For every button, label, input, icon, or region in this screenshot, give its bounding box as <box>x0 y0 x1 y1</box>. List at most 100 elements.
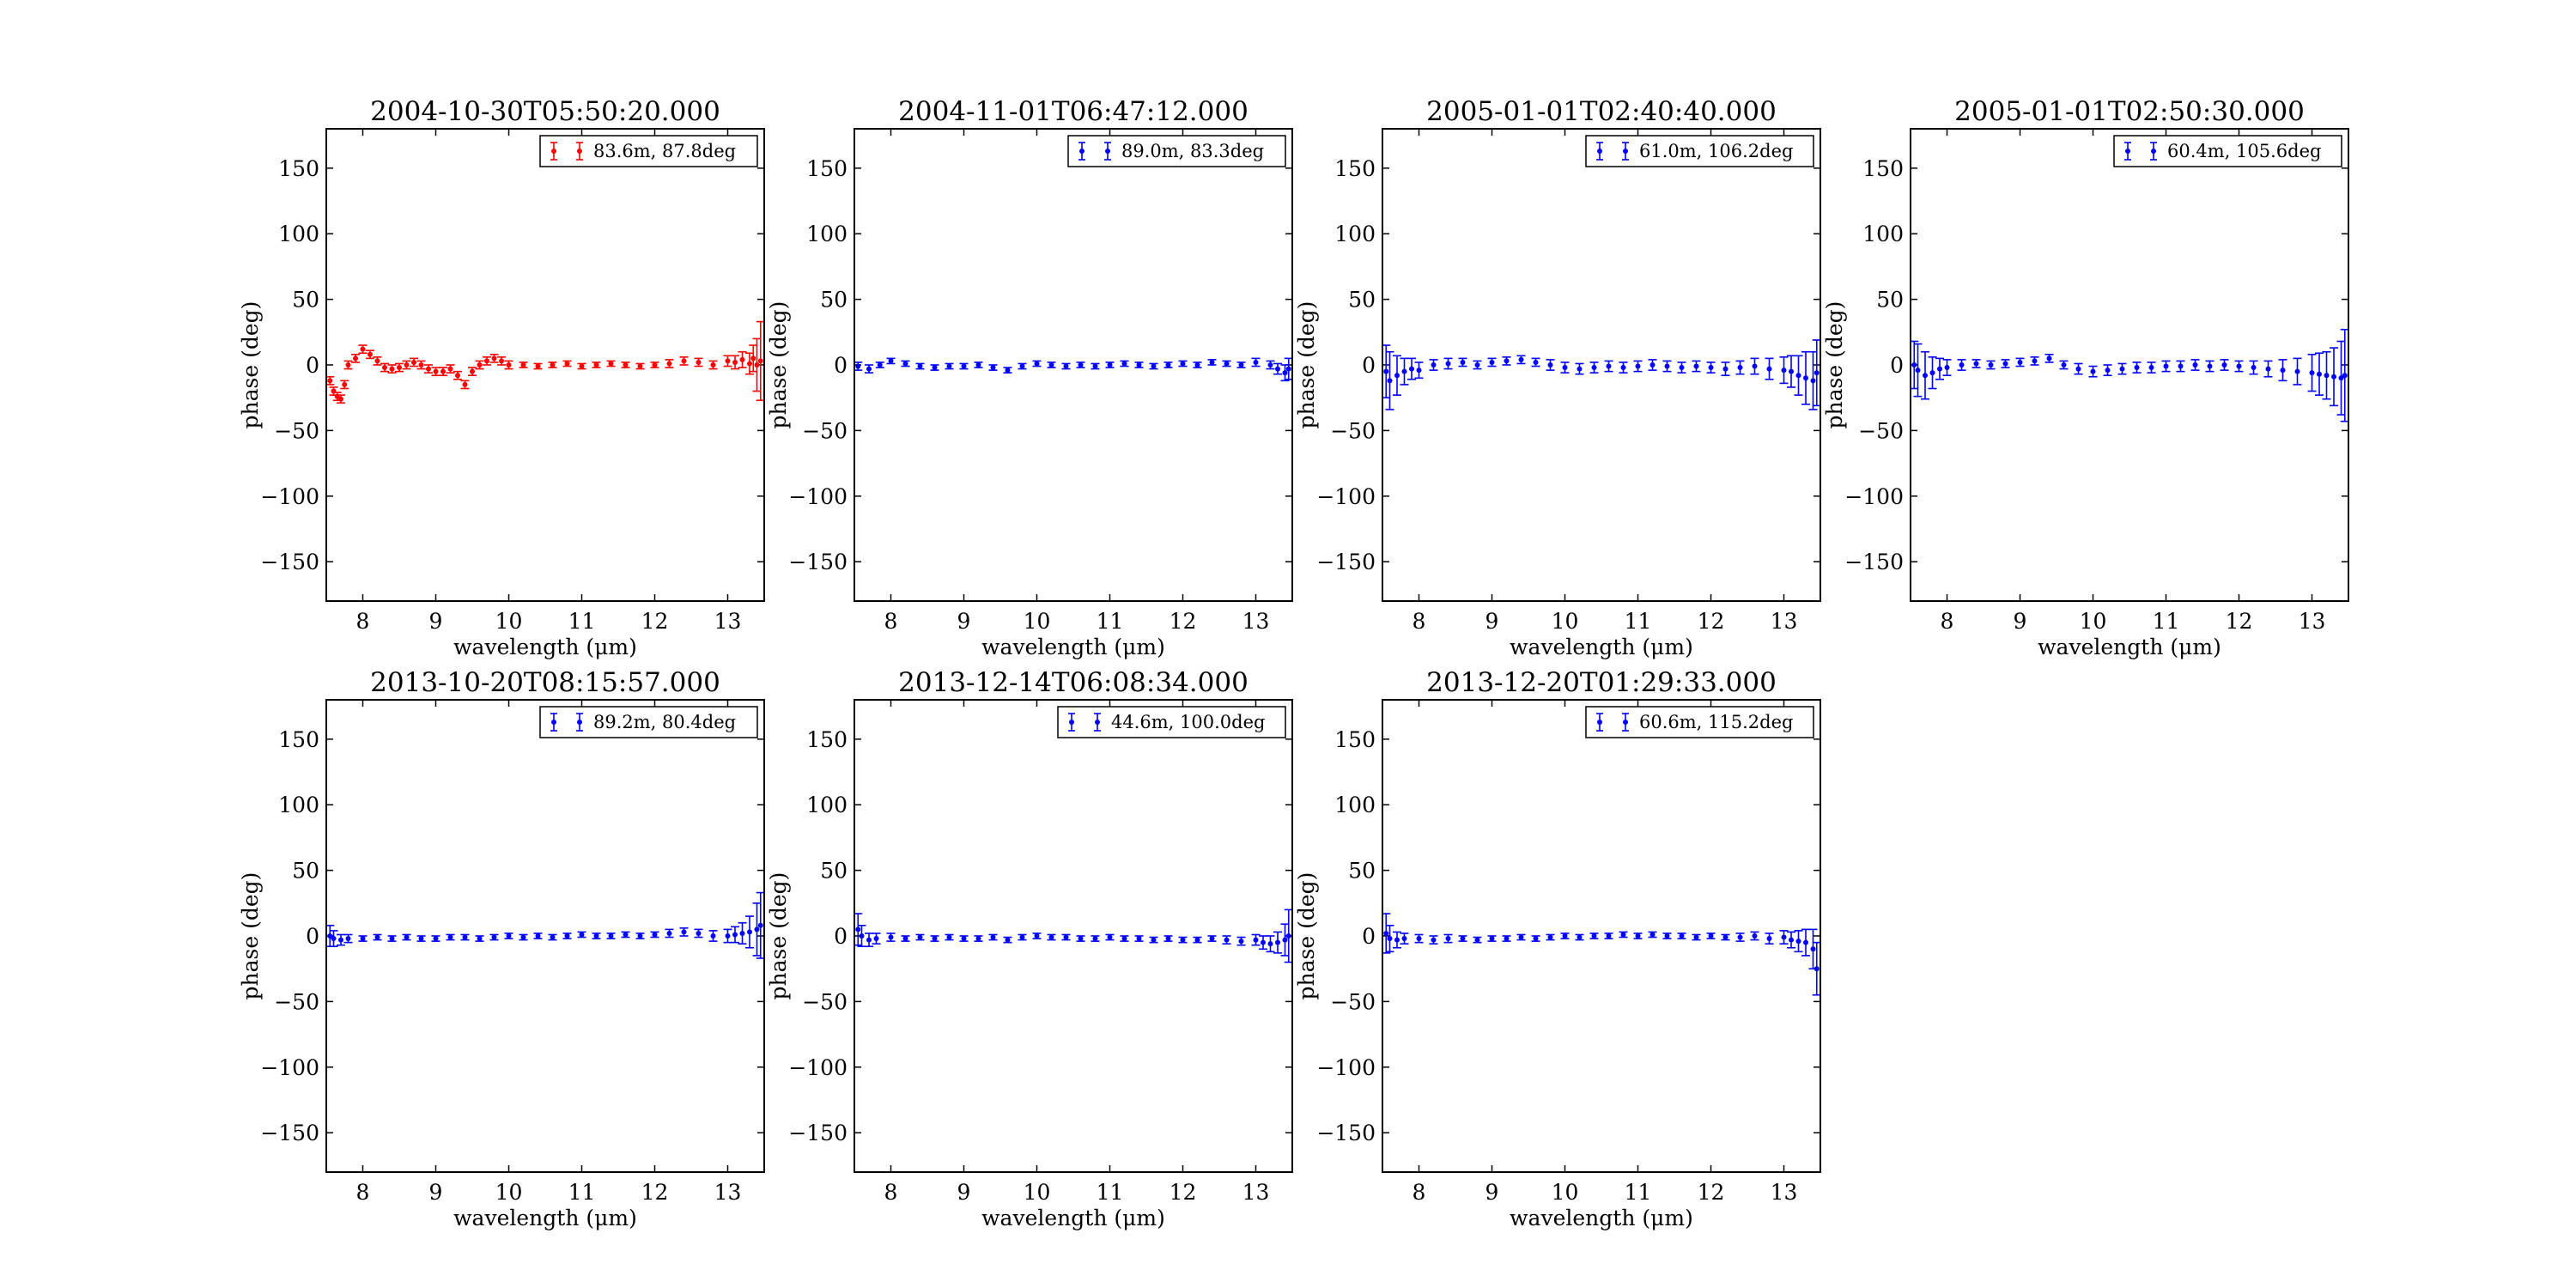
data-point <box>433 368 439 374</box>
x-tick-label: 8 <box>1413 1180 1426 1205</box>
axes-frame <box>325 699 765 1173</box>
data-point <box>652 932 658 938</box>
chart-title: 2013-12-20T01:29:33.000 <box>1426 667 1777 698</box>
data-point <box>1649 932 1656 938</box>
data-point <box>1005 368 1011 374</box>
data-point <box>1431 937 1437 943</box>
data-point <box>327 378 333 384</box>
data-point <box>491 934 497 940</box>
data-point <box>447 934 453 940</box>
x-tick-label: 10 <box>1552 609 1579 634</box>
data-point <box>1789 368 1794 374</box>
data-point <box>608 361 614 367</box>
y-tick-label: 50 <box>1348 859 1376 884</box>
data-point <box>2338 375 2344 381</box>
data-point <box>902 361 908 367</box>
x-tick-label: 13 <box>2299 609 2326 634</box>
data-point <box>506 933 512 939</box>
y-tick-label: 0 <box>834 353 848 378</box>
chart-title: 2013-10-20T08:15:57.000 <box>370 667 720 698</box>
data-point <box>652 362 658 368</box>
y-axis-label: phase (deg) <box>1294 301 1319 429</box>
axes-frame <box>1910 128 2349 602</box>
data-point <box>1664 363 1670 369</box>
data-point <box>564 933 570 939</box>
data-point <box>975 936 981 942</box>
data-point <box>1078 936 1084 942</box>
data-point <box>1959 362 1965 368</box>
data-point <box>1416 936 1422 942</box>
data-point <box>1504 936 1510 942</box>
chart-title: 2013-12-14T06:08:34.000 <box>898 667 1249 698</box>
y-axis-label: phase (deg) <box>1822 301 1847 429</box>
data-point <box>1253 359 1259 365</box>
data-point <box>1911 362 1917 368</box>
y-tick-label: −150 <box>1316 550 1376 574</box>
x-tick-label: 10 <box>1024 1180 1051 1205</box>
data-point <box>1766 366 1772 372</box>
data-point <box>1151 937 1157 943</box>
data-point <box>932 365 938 371</box>
data-point <box>1577 366 1583 372</box>
data-point <box>2192 362 2198 368</box>
legend-label: 83.6m, 87.8deg <box>593 141 736 161</box>
axes-frame <box>1382 699 1821 1173</box>
legend: 60.6m, 115.2deg <box>1585 706 1814 738</box>
x-tick-label: 11 <box>1097 609 1124 634</box>
data-point <box>331 936 337 942</box>
x-tick-label: 12 <box>1698 609 1725 634</box>
y-tick-label: 100 <box>806 222 848 246</box>
y-tick-label: 0 <box>1890 353 1904 378</box>
data-point <box>499 358 504 364</box>
data-point <box>1591 933 1597 939</box>
y-tick-label: 50 <box>820 288 848 313</box>
data-point <box>2221 362 2227 368</box>
data-point <box>2207 363 2213 369</box>
y-tick-label: 50 <box>820 859 848 884</box>
data-point <box>404 362 410 368</box>
data-point <box>855 363 861 369</box>
y-tick-label: 150 <box>806 156 848 181</box>
data-point <box>477 362 483 368</box>
x-tick-label: 8 <box>356 1180 370 1205</box>
data-point <box>418 936 424 942</box>
y-tick-label: 100 <box>278 222 319 246</box>
legend: 89.0m, 83.3deg <box>1067 135 1286 167</box>
y-tick-label: 50 <box>292 288 319 313</box>
data-point <box>2236 363 2242 369</box>
data-point <box>397 365 402 371</box>
data-point <box>666 930 672 936</box>
data-point <box>1019 934 1025 940</box>
y-tick-label: −50 <box>1858 418 1904 443</box>
data-point <box>338 937 343 943</box>
data-point <box>855 927 861 933</box>
data-point <box>888 358 894 364</box>
y-tick-label: 100 <box>1334 793 1376 817</box>
data-layer <box>854 357 1292 382</box>
legend-box <box>539 135 758 167</box>
y-tick-label: 50 <box>1348 288 1376 313</box>
data-point <box>623 362 629 368</box>
y-tick-label: −150 <box>260 1121 319 1145</box>
y-tick-label: 100 <box>1862 222 1904 246</box>
data-point <box>1577 934 1583 940</box>
data-point <box>1194 937 1200 943</box>
legend: 89.2m, 80.4deg <box>539 706 758 738</box>
data-point <box>564 361 570 367</box>
data-point <box>1048 934 1054 940</box>
chart-title: 2004-10-30T05:50:20.000 <box>370 96 720 127</box>
data-point <box>1693 363 1699 369</box>
data-point <box>520 934 526 940</box>
data-point <box>1282 370 1288 376</box>
data-point <box>1937 366 1942 372</box>
data-point <box>462 934 468 940</box>
data-point <box>990 934 996 940</box>
data-point <box>2148 365 2154 371</box>
data-layer <box>1382 339 1820 410</box>
data-point <box>1063 363 1069 369</box>
data-point <box>1394 373 1400 379</box>
data-point <box>1988 362 1994 368</box>
legend-marker-point <box>1069 720 1074 725</box>
x-tick-label: 8 <box>1413 609 1426 634</box>
x-axis-label: wavelength (μm) <box>1510 635 1693 659</box>
